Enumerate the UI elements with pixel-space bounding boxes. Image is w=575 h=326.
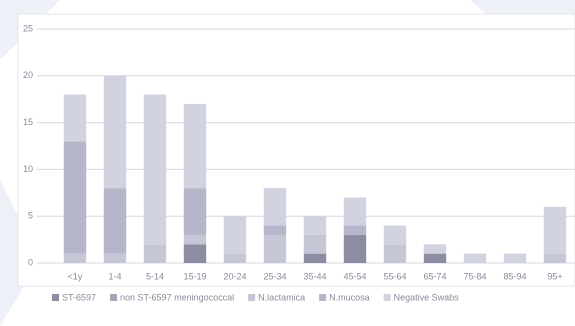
y-tick-label: 5 <box>28 211 33 221</box>
bar-segment <box>423 253 447 263</box>
bar-segment <box>343 234 367 263</box>
legend-label: ST-6597 <box>62 292 96 302</box>
bar-segment <box>223 216 247 254</box>
legend-label: Negative Swabs <box>394 292 460 302</box>
bar-segment <box>463 253 487 263</box>
bar-segment <box>503 253 527 263</box>
bar-segment <box>103 188 127 254</box>
legend-swatch <box>319 294 327 301</box>
bar-segment <box>143 94 167 245</box>
x-tick-label: 75-84 <box>463 271 486 281</box>
legend-swatch <box>248 294 256 301</box>
bar-segment <box>183 234 207 245</box>
legend-label: N.lactamica <box>258 292 305 302</box>
bar-segment <box>63 141 87 254</box>
bar-segment <box>383 244 407 263</box>
bar-segment <box>183 103 207 189</box>
x-tick-label: 5-14 <box>146 271 164 281</box>
x-tick-label: 20-24 <box>223 271 246 281</box>
bar-segment <box>103 75 127 189</box>
x-tick-label: 1-4 <box>108 271 121 281</box>
x-tick-label: 35-44 <box>303 271 326 281</box>
bar-segment <box>383 225 407 245</box>
chart-panel <box>17 13 575 287</box>
bar-segment <box>183 188 207 235</box>
y-tick-label: 10 <box>23 164 33 174</box>
bar-segment <box>263 188 287 226</box>
x-tick-label: <1y <box>68 271 83 281</box>
bar-segment <box>263 225 287 235</box>
bar-segment <box>63 253 87 263</box>
bar-segment <box>183 244 207 263</box>
bar-segment <box>543 206 567 254</box>
bar-segment <box>303 234 327 254</box>
legend-label: non ST-6597 meningococcal <box>120 292 234 302</box>
bar-segment <box>543 253 567 263</box>
bar-segment <box>303 253 327 263</box>
bar-segment <box>263 234 287 263</box>
y-tick-label: 25 <box>23 23 33 33</box>
x-tick-label: 65-74 <box>423 271 446 281</box>
bar-segment <box>63 94 87 142</box>
bar-segment <box>423 244 447 254</box>
bar-segment <box>143 244 167 263</box>
x-tick-label: 45-54 <box>343 271 366 281</box>
y-tick-label: 0 <box>28 257 33 267</box>
bar-segment <box>343 197 367 226</box>
bar-segment <box>223 253 247 263</box>
bar-segment <box>303 216 327 235</box>
legend-swatch <box>52 294 59 301</box>
legend-label: N.mucosa <box>329 292 370 302</box>
x-tick-label: 95+ <box>547 271 562 281</box>
legend-swatch <box>110 294 118 301</box>
x-tick-label: 15-19 <box>183 271 206 281</box>
bar-segment <box>103 253 127 263</box>
x-tick-label: 85-94 <box>503 271 526 281</box>
y-tick-label: 15 <box>23 117 33 127</box>
x-tick-label: 55-64 <box>383 271 406 281</box>
x-tick-label: 25-34 <box>263 271 286 281</box>
y-tick-label: 20 <box>23 70 33 80</box>
bar-segment <box>343 225 367 235</box>
legend-swatch <box>383 294 391 301</box>
